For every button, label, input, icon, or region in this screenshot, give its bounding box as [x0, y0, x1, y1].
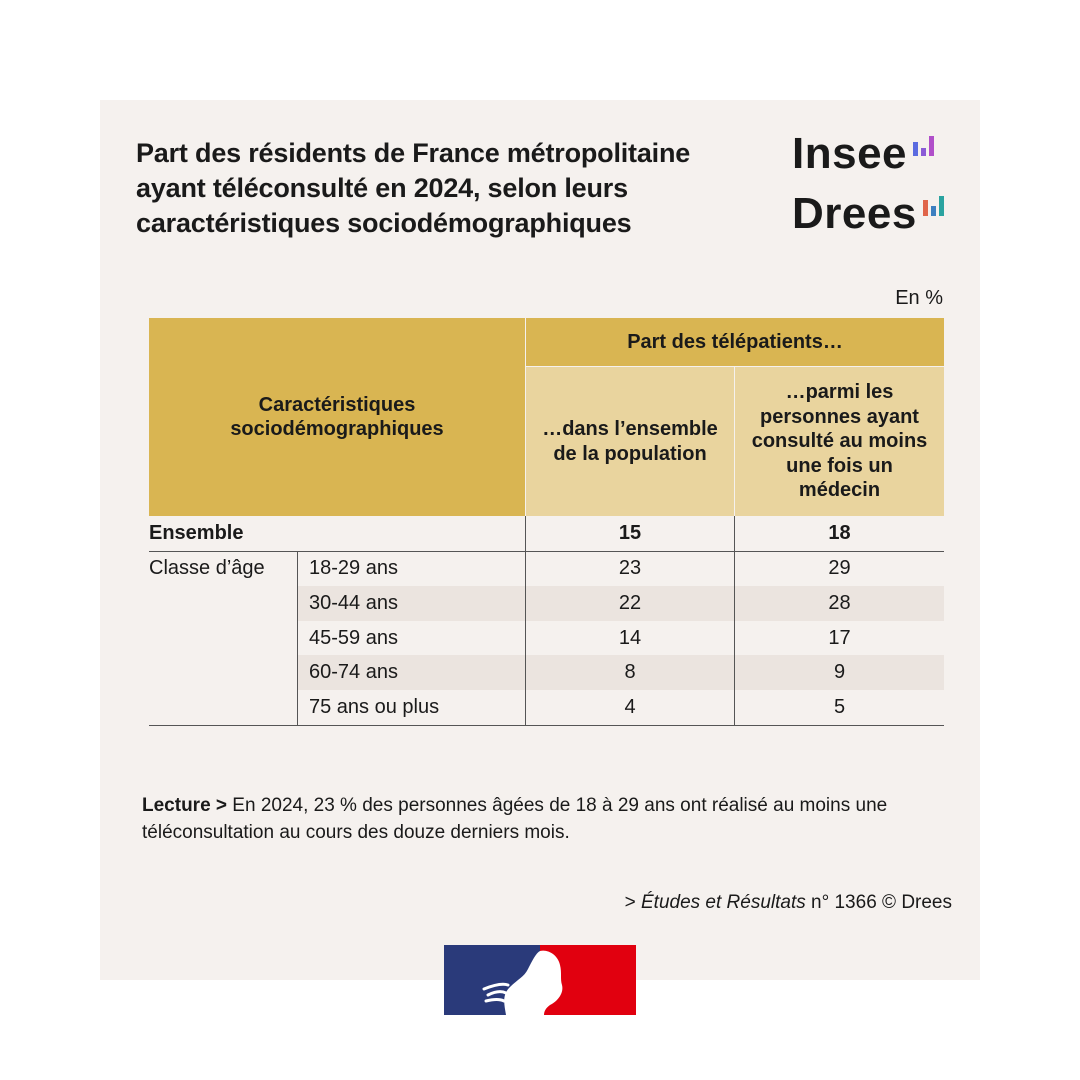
table-row: 75 ans ou plus 4 5	[149, 690, 944, 725]
cell-value: 22	[618, 591, 642, 614]
source-publication: Études et Résultats	[641, 892, 806, 913]
cell-value: 29	[828, 557, 851, 580]
reading-note: Lecture > En 2024, 23 % des personnes âg…	[142, 792, 942, 846]
header-col2: …parmi les personnes ayant consulté au m…	[735, 367, 944, 516]
row-shade	[298, 586, 944, 621]
column-divider	[734, 551, 735, 725]
header-characteristics: Caractéristiques sociodémographiques	[149, 318, 525, 516]
marianne-icon	[482, 951, 540, 1015]
cell-value: 4	[624, 695, 636, 718]
row-shade	[298, 655, 944, 690]
insee-logo: Insee	[792, 129, 962, 178]
header-col1: …dans l’ensemble de la population	[526, 367, 734, 516]
republique-francaise-logo	[444, 945, 636, 1015]
header-group: Part des télépatients…	[526, 318, 944, 366]
cell-value: 23	[618, 557, 642, 580]
cell-value: 5	[833, 695, 846, 718]
table-bottom-rule	[149, 724, 944, 727]
column-divider	[525, 516, 526, 551]
chart-title: Part des résidents de France métropolita…	[136, 138, 691, 238]
table-body: Ensemble 15 18 Classe d’âge 18-29 ans 23 29 30-…	[149, 516, 944, 727]
row-label: 60-74 ans	[309, 661, 398, 684]
table-header: Caractéristiques sociodémographiques Par…	[149, 318, 944, 516]
row-label: Ensemble	[149, 521, 244, 544]
column-divider	[525, 551, 526, 725]
cell-value: 15	[618, 521, 642, 544]
table-row: Classe d’âge 18-29 ans 23 29	[149, 552, 944, 587]
table-row: 30-44 ans 22 28	[149, 586, 944, 621]
reading-note-text: En 2024, 23 % des personnes âgées de 18 …	[142, 795, 888, 843]
flag-blue	[444, 945, 540, 1015]
row-label: 45-59 ans	[309, 626, 398, 649]
drees-bars-icon	[922, 194, 944, 216]
row-label: 75 ans ou plus	[309, 695, 440, 718]
cell-value: 17	[828, 626, 851, 649]
insee-bars-icon	[913, 134, 935, 156]
cell-value: 28	[828, 591, 851, 614]
insee-logo-text: Insee	[792, 129, 908, 178]
data-table: Caractéristiques sociodémographiques Par…	[149, 318, 944, 727]
cell-value: 18	[828, 521, 851, 544]
table-row: 60-74 ans 8 9	[149, 655, 944, 690]
logos: Insee Drees	[792, 129, 962, 254]
group-label: Classe d’âge	[149, 557, 265, 580]
source-note: > Études et Résultats n° 1366 © Drees	[624, 892, 952, 913]
flag-red	[540, 945, 636, 1015]
age-rows: Classe d’âge 18-29 ans 23 29 30-44 ans 22 28 45…	[149, 551, 944, 727]
drees-logo-text: Drees	[792, 189, 917, 238]
infographic-card: Part des résidents de France métropolita…	[100, 100, 980, 980]
table-row-total: Ensemble 15 18	[149, 516, 944, 552]
reading-note-label: Lecture >	[142, 795, 228, 816]
row-label: 18-29 ans	[309, 557, 398, 580]
cell-value: 14	[618, 626, 642, 649]
unit-label: En %	[895, 287, 943, 309]
drees-logo: Drees	[792, 189, 962, 238]
column-divider	[734, 516, 735, 551]
table-row: 45-59 ans 14 17	[149, 621, 944, 656]
cell-value: 8	[624, 661, 636, 684]
cell-value: 9	[833, 661, 846, 684]
column-divider	[297, 551, 298, 725]
row-label: 30-44 ans	[309, 591, 398, 614]
